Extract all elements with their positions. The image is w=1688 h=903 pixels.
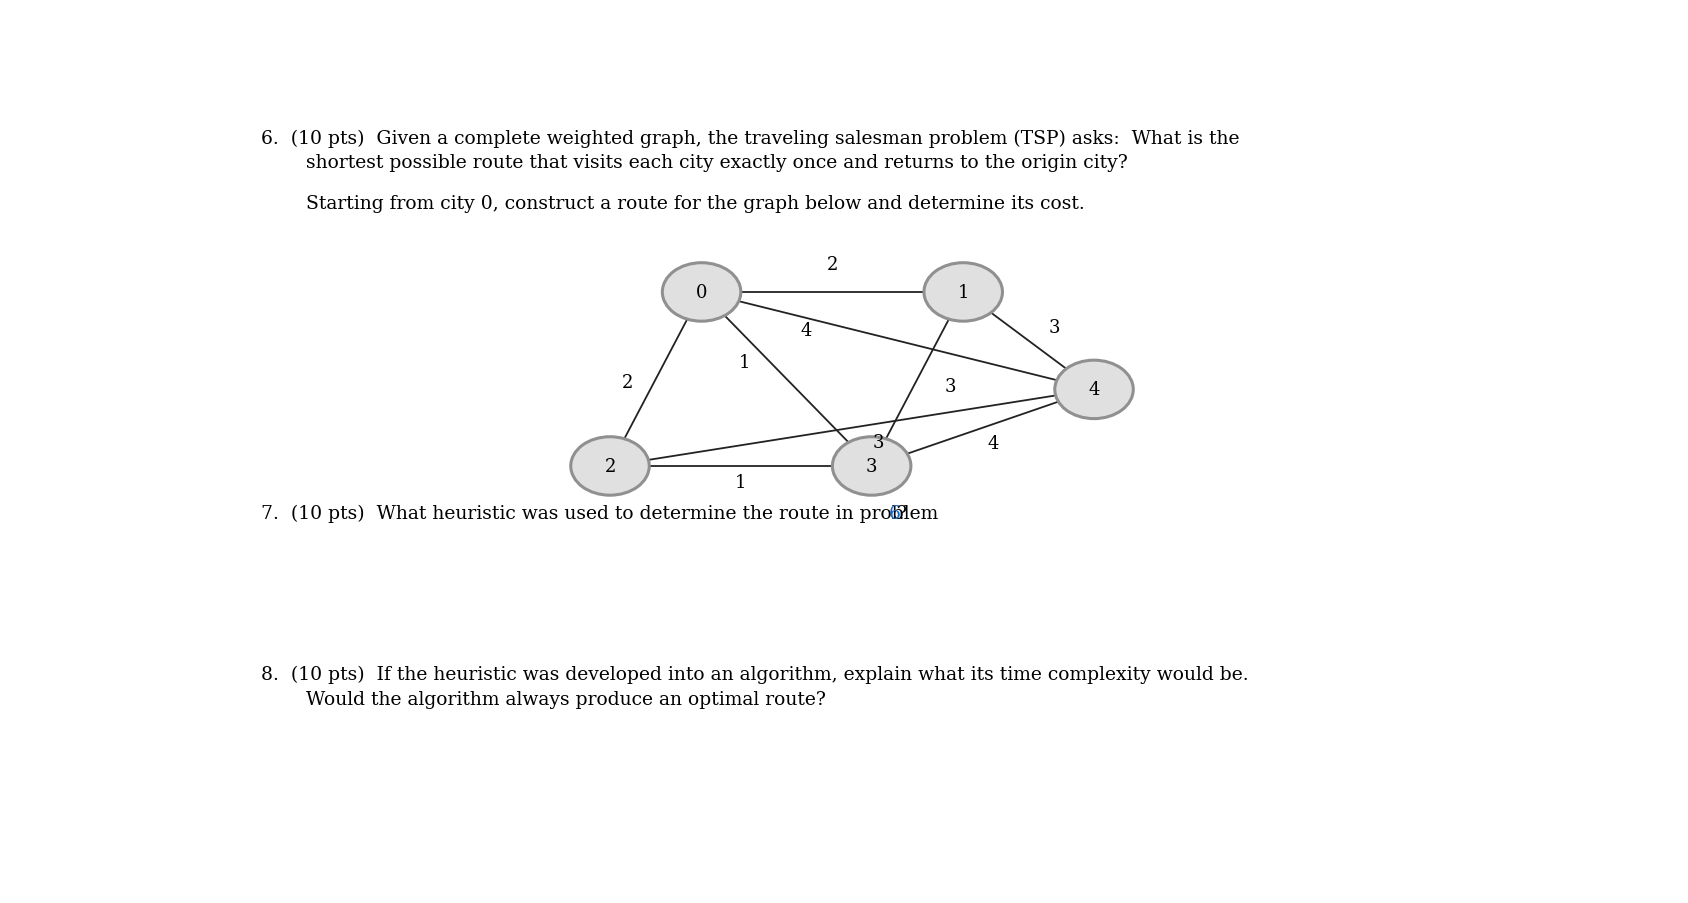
Ellipse shape [1055, 361, 1133, 419]
Text: 2: 2 [604, 458, 616, 476]
Text: 1: 1 [739, 353, 751, 371]
Text: 1: 1 [957, 284, 969, 302]
Text: 2: 2 [827, 256, 837, 274]
Text: Starting from city 0, construct a route for the graph below and determine its co: Starting from city 0, construct a route … [307, 194, 1085, 212]
Text: 6.  (10 pts)  Given a complete weighted graph, the traveling salesman problem (T: 6. (10 pts) Given a complete weighted gr… [260, 129, 1239, 147]
Text: 0: 0 [695, 284, 707, 302]
Text: 7.  (10 pts)  What heuristic was used to determine the route in problem: 7. (10 pts) What heuristic was used to d… [260, 505, 944, 523]
Text: 8.  (10 pts)  If the heuristic was developed into an algorithm, explain what its: 8. (10 pts) If the heuristic was develop… [260, 665, 1249, 683]
Text: 4: 4 [800, 321, 812, 340]
Text: 4: 4 [987, 434, 999, 452]
Text: 4: 4 [1089, 381, 1099, 399]
Ellipse shape [571, 437, 650, 496]
Text: ?: ? [898, 505, 906, 523]
Ellipse shape [662, 264, 741, 321]
Text: 3: 3 [1048, 319, 1060, 337]
Text: shortest possible route that visits each city exactly once and returns to the or: shortest possible route that visits each… [307, 154, 1128, 172]
Text: 2: 2 [621, 374, 633, 392]
Text: 3: 3 [873, 433, 885, 452]
Ellipse shape [832, 437, 912, 496]
Text: Would the algorithm always produce an optimal route?: Would the algorithm always produce an op… [307, 690, 827, 708]
Text: 6: 6 [888, 505, 900, 523]
Ellipse shape [923, 264, 1003, 321]
Text: 3: 3 [944, 377, 955, 396]
Text: 3: 3 [866, 458, 878, 476]
Text: 1: 1 [734, 473, 746, 491]
